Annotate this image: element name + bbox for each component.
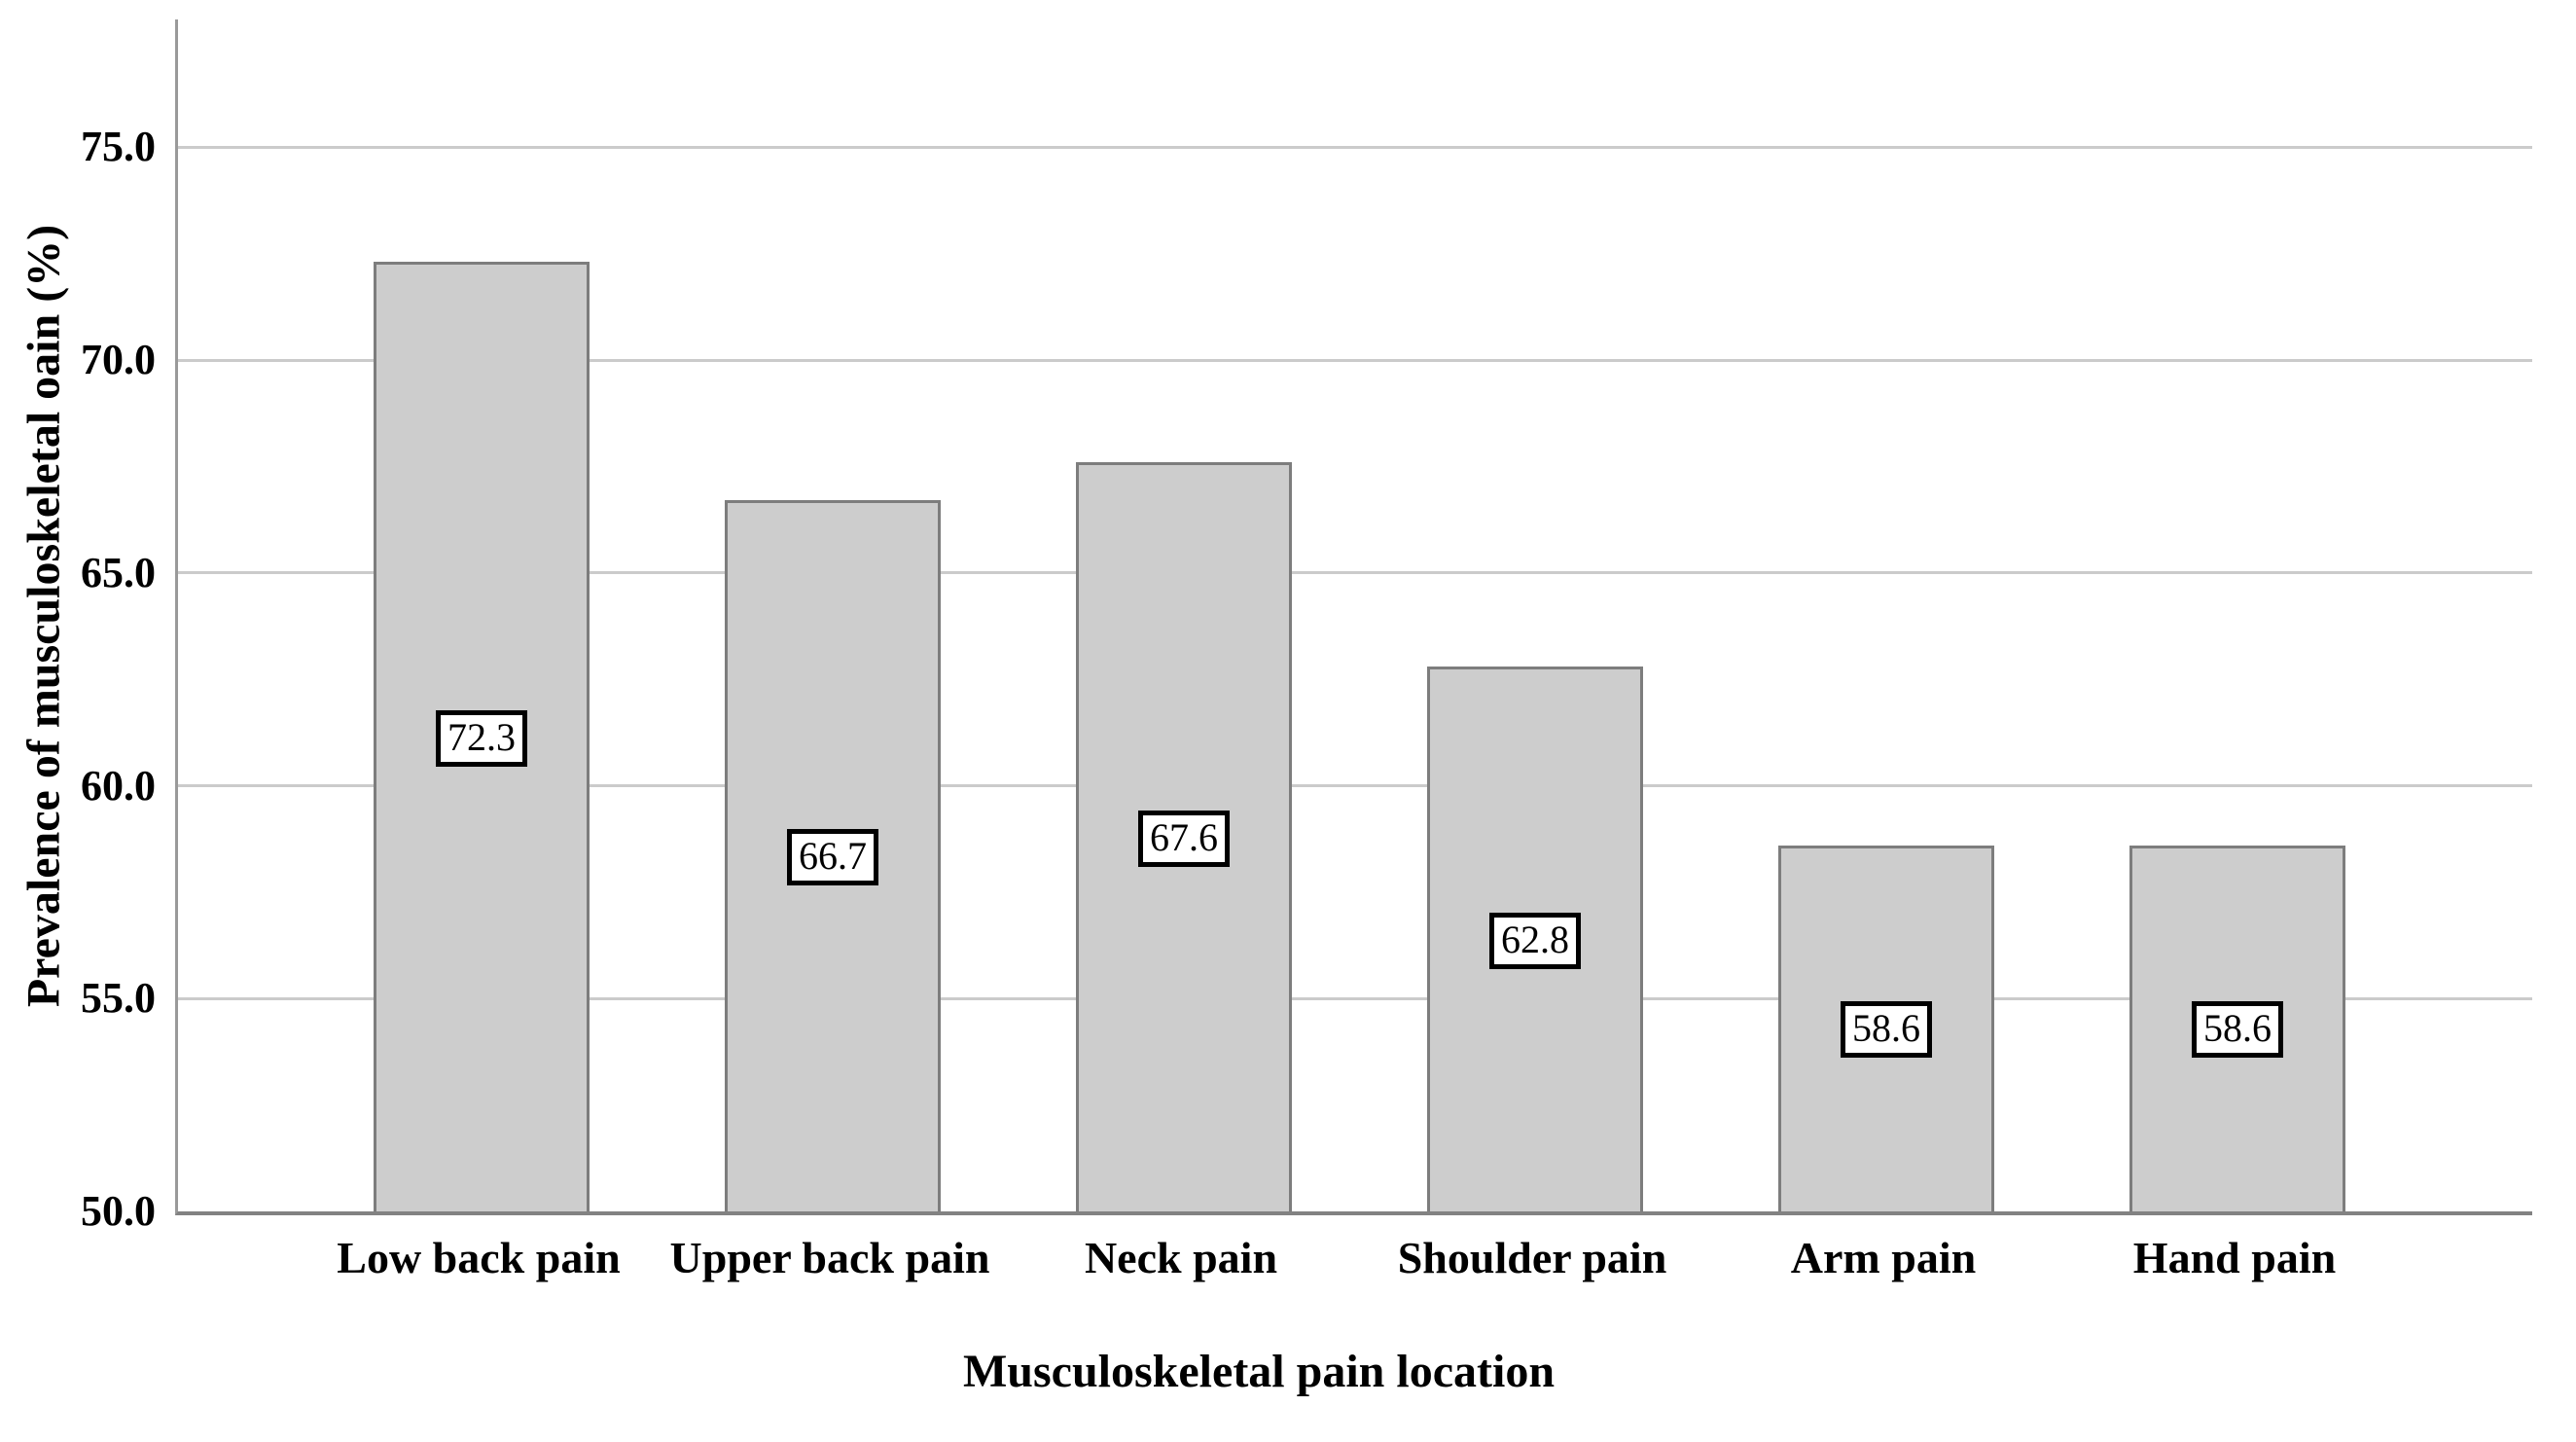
bar-neck-pain: 67.6 [1076, 462, 1292, 1211]
gridline-65 [178, 571, 2532, 575]
y-tick-label-60: 60.0 [81, 761, 156, 810]
bar-value-label-hand-pain: 58.6 [2192, 1001, 2283, 1059]
bar-value-label-neck-pain: 67.6 [1138, 810, 1230, 867]
x-axis-title: Musculoskeletal pain location [962, 1346, 1556, 1397]
x-tick-label-hand-pain: Hand pain [2132, 1233, 2337, 1282]
bar-shoulder-pain: 62.8 [1427, 667, 1643, 1211]
x-tick-label-shoulder-pain: Shoulder pain [1397, 1233, 1667, 1282]
bar-value-label-low-back-pain: 72.3 [436, 709, 527, 767]
bar-low-back-pain: 72.3 [374, 262, 590, 1211]
y-tick-label-70: 70.0 [81, 336, 156, 383]
y-tick-label-50: 50.0 [81, 1187, 156, 1235]
plot-area: 72.3 66.7 67.6 62.8 58.6 58.6 [175, 19, 2532, 1215]
bar-arm-pain: 58.6 [1778, 845, 1994, 1211]
gridline-60 [178, 784, 2532, 787]
x-tick-label-neck-pain: Neck pain [1084, 1233, 1278, 1282]
bar-upper-back-pain: 66.7 [725, 500, 941, 1211]
y-tick-label-75: 75.0 [81, 123, 156, 171]
x-tick-label-upper-back-pain: Upper back pain [669, 1233, 990, 1282]
gridline-55 [178, 996, 2532, 1000]
gridline-70 [178, 358, 2532, 362]
x-tick-label-arm-pain: Arm pain [1790, 1233, 1977, 1282]
bar-value-label-shoulder-pain: 62.8 [1489, 912, 1581, 969]
bar-value-label-upper-back-pain: 66.7 [787, 829, 878, 886]
gridline-75 [178, 145, 2532, 149]
bar-value-label-arm-pain: 58.6 [1841, 1001, 1932, 1059]
y-tick-label-55: 55.0 [81, 974, 156, 1023]
x-tick-label-low-back-pain: Low back pain [337, 1233, 621, 1282]
bar-hand-pain: 58.6 [2129, 845, 2345, 1211]
y-tick-label-65: 65.0 [81, 548, 156, 596]
